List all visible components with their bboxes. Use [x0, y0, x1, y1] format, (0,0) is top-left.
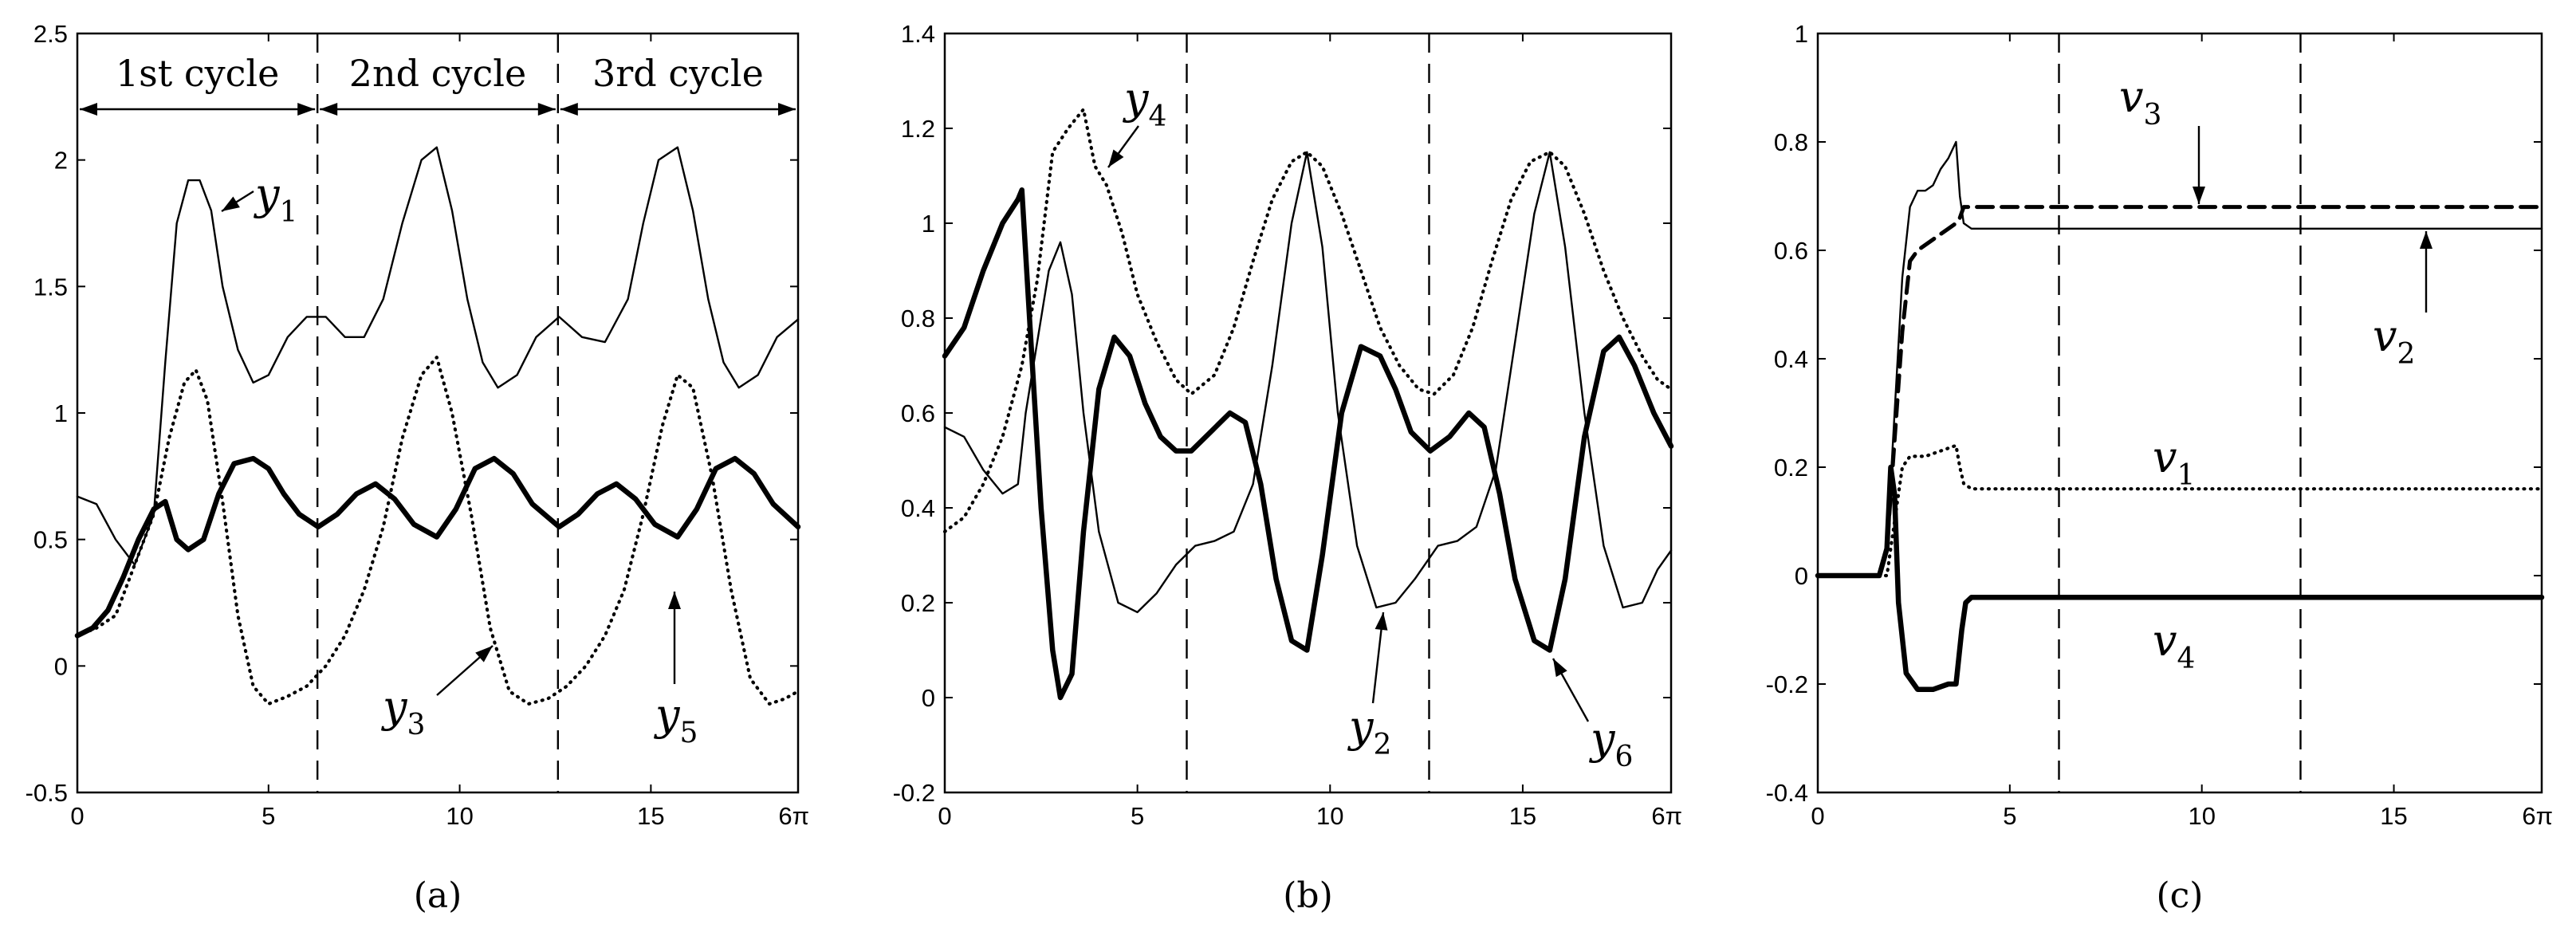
label-y4: y4 [1123, 73, 1166, 133]
y-tick-label: 0 [54, 652, 68, 680]
label-y5: y5 [654, 690, 698, 749]
y-tick-label: -0.4 [1766, 779, 1808, 807]
y-tick-label: 2.5 [33, 20, 68, 48]
y-tick-label: 2 [54, 147, 68, 175]
y-tick-label: 1 [54, 399, 68, 427]
arrow-v2 [2420, 231, 2432, 313]
arrow-y3 [436, 645, 494, 696]
x-tick-label: 6π [778, 802, 809, 830]
series-y2 [943, 151, 1673, 614]
panel-caption: (c) [2157, 875, 2204, 916]
x-tick-label: 5 [1131, 802, 1144, 830]
arrow-y2 [1371, 611, 1388, 704]
y-tick-label: 1 [1795, 20, 1808, 48]
y-tick-label: 0.2 [1774, 454, 1808, 482]
x-tick-label: 6π [2522, 802, 2553, 830]
arrow-y4 [1107, 125, 1139, 168]
plot-frame [1816, 32, 2543, 794]
label-v1: v1 [2153, 432, 2195, 492]
y-tick-label: 0.6 [901, 399, 935, 427]
arrow-y5 [668, 592, 681, 684]
x-tick-label: 5 [262, 802, 275, 830]
x-tick-label: 15 [1509, 802, 1536, 830]
label-v2: v2 [2373, 311, 2415, 371]
y-tick-label: 1.5 [33, 273, 68, 301]
panel-a: 0 5 10 15 6π-0.500.511.522.5(a)1st cycle 2nd … [26, 20, 809, 916]
series-y3 [75, 356, 800, 706]
cycle-span-arrow-3 [560, 103, 796, 116]
series-v4 [1815, 464, 2545, 693]
arrow-y1 [221, 190, 254, 213]
panel-c: 0 5 10 15 6π -0.4 -0.2 0 0.2 0.4 0.6 0.8 1 (c) v3 v2 v1 v… [1766, 20, 2553, 916]
x-tick-label: 10 [446, 802, 473, 830]
series-y6 [942, 187, 1674, 701]
panel-caption: (b) [1283, 875, 1333, 916]
x-tick-label: 10 [1316, 802, 1343, 830]
y-tick-label: 1 [922, 210, 935, 238]
x-tick-label: 15 [637, 802, 664, 830]
y-tick-label: -0.2 [893, 779, 935, 807]
series-y4 [942, 108, 1673, 533]
y-tick-label: 0.6 [1774, 237, 1808, 265]
cycle-label-3: 3rd cycle [592, 52, 764, 95]
x-tick-label: 0 [938, 802, 951, 830]
x-tick-label: 0 [70, 802, 84, 830]
series-y5 [74, 455, 801, 639]
y-tick-label: 0.8 [901, 305, 935, 332]
y-tick-label: 1.2 [901, 115, 935, 143]
y-tick-label: 0.8 [1774, 128, 1808, 156]
series-v3 [1815, 205, 2544, 578]
y-tick-label: 0.5 [33, 526, 68, 554]
y-tick-label: 0 [922, 684, 935, 712]
x-tick-label: 0 [1811, 802, 1824, 830]
y-tick-label: -0.5 [26, 779, 68, 807]
label-y3: y3 [381, 682, 425, 741]
y-tick-label: 0.4 [1774, 345, 1808, 373]
x-tick-label: 6π [1651, 802, 1682, 830]
x-tick-label: 5 [2003, 802, 2016, 830]
label-y1: y1 [254, 169, 297, 229]
label-v3: v3 [2119, 72, 2161, 132]
arrow-v3 [2193, 126, 2205, 204]
cycle-label-2: 2nd cycle [349, 52, 526, 95]
panel-caption: (a) [414, 875, 462, 916]
cycle-span-arrow-1 [80, 103, 316, 116]
series-y1 [76, 146, 800, 566]
y-tick-label: 0 [1795, 562, 1808, 590]
y-tick-label: 0.2 [901, 589, 935, 617]
plot-frame [943, 32, 1673, 794]
label-y6: y6 [1589, 714, 1633, 773]
y-tick-label: 1.4 [901, 20, 935, 48]
y-tick-label: 0.4 [901, 494, 935, 522]
x-tick-label: 10 [2188, 802, 2215, 830]
x-tick-label: 15 [2380, 802, 2407, 830]
cycle-span-arrow-2 [320, 103, 556, 116]
arrow-y6 [1551, 658, 1590, 722]
cycle-label-1: 1st cycle [116, 52, 279, 95]
label-y2: y2 [1347, 702, 1391, 761]
label-v4: v4 [2153, 615, 2195, 675]
y-tick-label: -0.2 [1766, 670, 1808, 698]
